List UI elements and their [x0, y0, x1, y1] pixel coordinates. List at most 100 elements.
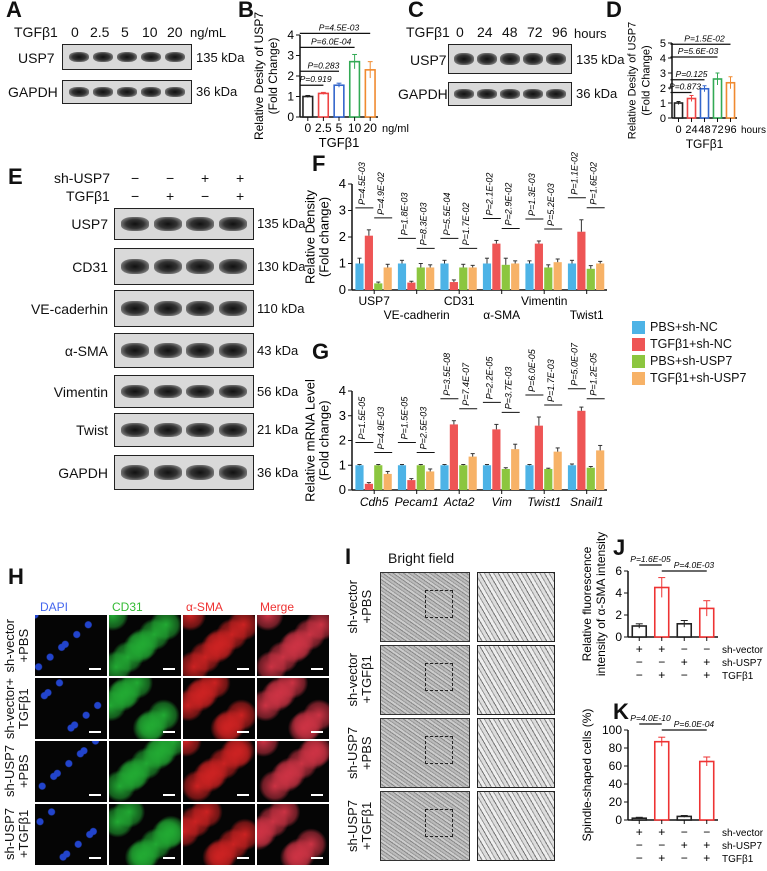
band — [153, 217, 182, 231]
condition-label: sh-USP7 — [722, 841, 762, 852]
sign: + — [658, 825, 665, 839]
blot-row-label: CD31 — [72, 258, 108, 275]
p-value-label: P=4.0E-10 — [630, 713, 671, 723]
band — [153, 258, 182, 275]
band — [141, 87, 161, 97]
panel-label-f: F — [312, 151, 326, 176]
legend-swatch — [632, 337, 645, 351]
p-value-label: P=1.5E-05 — [400, 396, 410, 440]
x-unit-label: hours — [741, 125, 766, 136]
x-tick-label: α-SMA — [483, 308, 520, 322]
band — [165, 87, 185, 97]
band — [121, 217, 150, 231]
bar — [302, 95, 314, 118]
bar — [525, 465, 534, 490]
panel-label-i: I — [345, 544, 352, 569]
band — [93, 87, 113, 97]
band — [121, 465, 150, 480]
micrograph — [109, 804, 181, 865]
band — [153, 343, 182, 358]
y-tick-label: 60 — [609, 759, 623, 773]
micrograph — [257, 615, 329, 676]
bar — [553, 451, 562, 490]
y-tick-label: 0 — [660, 113, 666, 125]
kda-label: 21 kDa — [257, 422, 299, 437]
band — [186, 343, 215, 358]
band — [545, 52, 566, 66]
kda-label: 36 kDa — [257, 464, 299, 480]
bar — [534, 243, 543, 290]
band — [153, 422, 182, 438]
bar — [567, 263, 577, 290]
treatment-label: TGFβ1 — [406, 24, 450, 40]
band — [186, 465, 215, 480]
sign: − — [703, 825, 710, 839]
bar — [416, 465, 425, 490]
panel-label-c: C — [408, 0, 424, 22]
band — [522, 89, 543, 99]
sign: − — [636, 668, 643, 682]
y-tick-label: 4 — [660, 53, 666, 65]
scale-bar — [237, 794, 249, 796]
bar — [468, 456, 477, 490]
scale-bar — [89, 731, 101, 733]
band — [141, 51, 161, 63]
y-tick-label: 4 — [615, 586, 622, 600]
bar — [355, 465, 364, 490]
p-value-label: P=4.9E-02 — [376, 172, 386, 215]
micrograph — [183, 615, 255, 676]
bar — [449, 282, 458, 290]
p-value-label: P=5.0E-07 — [570, 342, 580, 386]
band — [117, 87, 137, 97]
x-tick-label: Acta2 — [443, 495, 475, 509]
kda-label: 36 kDa — [576, 86, 618, 101]
sign: − — [131, 170, 140, 186]
zoomed-image — [477, 645, 555, 715]
sign: − — [636, 655, 643, 669]
y-axis-label: Relative fluorescence — [580, 546, 594, 661]
unit-label: hours — [574, 26, 607, 41]
x-tick-label: 24 — [685, 124, 697, 136]
sign: + — [658, 668, 665, 682]
band — [477, 89, 498, 99]
y-axis-label: Relative Density — [302, 190, 317, 284]
y-tick-label: 40 — [609, 777, 623, 791]
p-value-label: P=1.6E-05 — [630, 554, 671, 564]
sign: − — [681, 851, 688, 865]
p-value-label: P=3.7E-03 — [504, 367, 514, 410]
micrograph — [257, 804, 329, 865]
bar — [577, 410, 586, 490]
band — [186, 258, 215, 275]
kda-label: 43 kDa — [257, 342, 299, 358]
bar — [459, 267, 468, 290]
p-value-label: P=6.0E-04 — [674, 719, 715, 729]
legend-item: PBS+sh-USP7 — [632, 354, 732, 368]
p-value-label: P=1.5E-05 — [357, 396, 367, 440]
zoom-region — [425, 590, 453, 618]
kda-label: 56 kDa — [257, 383, 299, 399]
bar — [534, 425, 543, 490]
y-tick-label: 100 — [602, 723, 622, 737]
bar — [348, 60, 361, 118]
x-tick-label: 96 — [724, 124, 736, 136]
panel-label-b: B — [238, 0, 254, 22]
band — [153, 300, 182, 317]
sign: + — [636, 825, 643, 839]
sign: + — [636, 642, 643, 656]
panel-label-k: K — [613, 699, 629, 724]
bar — [586, 268, 595, 290]
legend-swatch — [632, 320, 645, 334]
scale-bar — [89, 857, 101, 859]
y-axis-label: Relative Desity of USP7 — [627, 22, 639, 139]
condition-label: TGFβ1 — [722, 854, 754, 865]
time-label: 24 — [477, 24, 493, 40]
kda-label: 135 kDa — [257, 216, 306, 231]
p-value-label: P=1.8E-03 — [400, 193, 410, 236]
p-value-label: P=8.3E-03 — [419, 203, 429, 246]
bar — [586, 467, 595, 490]
band — [218, 465, 247, 480]
bar — [440, 263, 449, 290]
channel-label: CD31 — [112, 600, 143, 614]
bar — [553, 262, 562, 290]
